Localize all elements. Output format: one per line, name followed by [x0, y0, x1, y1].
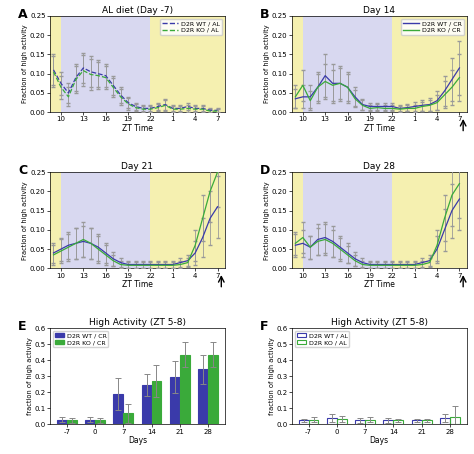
- Bar: [57, 419, 67, 424]
- Y-axis label: Fraction of high activity: Fraction of high activity: [264, 181, 270, 260]
- Bar: [337, 419, 347, 424]
- Title: Day 21: Day 21: [121, 162, 154, 171]
- Bar: [393, 420, 403, 424]
- Legend: D2R WT / AL, D2R KO / AL: D2R WT / AL, D2R KO / AL: [295, 331, 349, 347]
- Title: Day 28: Day 28: [363, 162, 395, 171]
- Bar: [440, 418, 450, 424]
- Bar: [85, 419, 95, 424]
- Bar: [198, 369, 208, 424]
- Text: F: F: [260, 321, 269, 333]
- Y-axis label: Fraction of high activity: Fraction of high activity: [22, 181, 28, 260]
- Bar: [123, 413, 133, 424]
- X-axis label: ZT Time: ZT Time: [122, 280, 153, 289]
- Text: A: A: [18, 8, 28, 21]
- Y-axis label: fraction of high activity: fraction of high activity: [269, 337, 275, 415]
- Bar: [355, 420, 365, 424]
- Bar: [95, 420, 105, 424]
- X-axis label: ZT Time: ZT Time: [364, 124, 395, 133]
- X-axis label: Days: Days: [370, 436, 389, 445]
- Bar: [450, 417, 460, 424]
- Bar: [303, 172, 392, 268]
- Title: High Activity (ZT 5-8): High Activity (ZT 5-8): [89, 318, 186, 327]
- Bar: [412, 420, 422, 424]
- Bar: [142, 385, 152, 424]
- X-axis label: Days: Days: [128, 436, 147, 445]
- Bar: [208, 355, 218, 424]
- Legend: D2R WT / CR, D2R KO / CR: D2R WT / CR, D2R KO / CR: [401, 19, 464, 35]
- Bar: [299, 420, 309, 424]
- Title: AL diet (Day -7): AL diet (Day -7): [102, 6, 173, 15]
- Text: C: C: [18, 164, 27, 178]
- Bar: [113, 394, 123, 424]
- X-axis label: ZT Time: ZT Time: [364, 280, 395, 289]
- Bar: [309, 419, 319, 424]
- Y-axis label: Fraction of high activity: Fraction of high activity: [264, 25, 270, 104]
- Y-axis label: Fraction of high activity: Fraction of high activity: [22, 25, 28, 104]
- Bar: [383, 420, 393, 424]
- Bar: [365, 419, 375, 424]
- Title: High Activity (ZT 5-8): High Activity (ZT 5-8): [331, 318, 428, 327]
- Bar: [61, 172, 150, 268]
- Bar: [67, 420, 77, 424]
- Text: B: B: [260, 8, 270, 21]
- Bar: [327, 418, 337, 424]
- Legend: D2R WT / AL, D2R KO / AL: D2R WT / AL, D2R KO / AL: [160, 19, 222, 35]
- Bar: [61, 16, 150, 112]
- Title: Day 14: Day 14: [363, 6, 395, 15]
- Text: E: E: [18, 321, 27, 333]
- Y-axis label: fraction of high activity: fraction of high activity: [27, 337, 33, 415]
- Bar: [303, 16, 392, 112]
- Bar: [152, 381, 162, 424]
- Bar: [422, 420, 431, 424]
- Text: D: D: [260, 164, 270, 178]
- X-axis label: ZT Time: ZT Time: [122, 124, 153, 133]
- Legend: D2R WT / CR, D2R KO / CR: D2R WT / CR, D2R KO / CR: [53, 331, 109, 347]
- Bar: [180, 355, 190, 424]
- Bar: [170, 377, 180, 424]
